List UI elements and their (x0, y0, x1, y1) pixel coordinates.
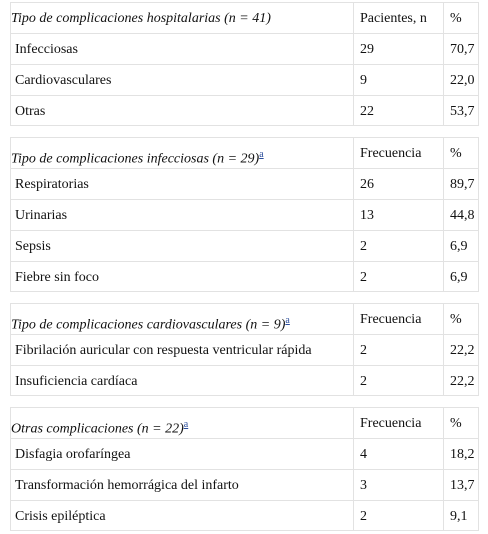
column-header: Pacientes, n (353, 2, 443, 33)
column-header: % (443, 407, 479, 438)
row-value: 9,1 (443, 500, 479, 531)
row-label: Respiratorias (10, 168, 353, 199)
title-text: Tipo de complicaciones infecciosas (n = … (11, 151, 260, 167)
footnote-ref: a (184, 417, 188, 430)
row-label: Crisis epiléptica (10, 500, 353, 531)
section-title: Tipo de complicaciones hospitalarias (n … (10, 2, 353, 33)
row-label: Cardiovasculares (10, 64, 353, 95)
row-value: 6,9 (443, 230, 479, 261)
row-label: Sepsis (10, 230, 353, 261)
footnote-link[interactable]: a (285, 315, 290, 326)
row-value: 22,2 (443, 334, 479, 365)
row-label: Disfagia orofaríngea (10, 438, 353, 469)
row-value: 18,2 (443, 438, 479, 469)
footnote-ref: a (285, 313, 289, 326)
row-value: 22,0 (443, 64, 479, 95)
row-value: 9 (353, 64, 443, 95)
row-value: 89,7 (443, 168, 479, 199)
row-label: Otras (10, 95, 353, 126)
section-title: Tipo de complicaciones infecciosas (n = … (10, 137, 353, 168)
column-header: Frecuencia (353, 303, 443, 334)
row-value: 44,8 (443, 199, 479, 230)
row-label: Urinarias (10, 199, 353, 230)
row-label: Transformación hemorrágica del infarto (10, 469, 353, 500)
row-value: 2 (353, 230, 443, 261)
row-value: 53,7 (443, 95, 479, 126)
column-header: % (443, 2, 479, 33)
row-value: 29 (353, 33, 443, 64)
title-text: Otras complicaciones (n = 22) (11, 421, 184, 437)
row-value: 2 (353, 261, 443, 292)
row-value: 2 (353, 365, 443, 396)
footnote-link[interactable]: a (183, 419, 189, 430)
row-label: Insuficiencia cardíaca (10, 365, 353, 396)
row-label: Fibrilación auricular con respuesta vent… (10, 334, 353, 365)
row-value: 70,7 (443, 33, 479, 64)
row-value: 22,2 (443, 365, 479, 396)
footnote-link[interactable]: a (259, 149, 264, 160)
title-text: Tipo de complicaciones cardiovasculares … (11, 317, 286, 333)
row-value: 4 (353, 438, 443, 469)
section-title: Tipo de complicaciones cardiovasculares … (10, 303, 353, 334)
row-value: 22 (353, 95, 443, 126)
row-value: 26 (353, 168, 443, 199)
row-value: 2 (353, 334, 443, 365)
row-value: 3 (353, 469, 443, 500)
row-value: 2 (353, 500, 443, 531)
column-header: Frecuencia (353, 407, 443, 438)
row-value: 13,7 (443, 469, 479, 500)
row-label: Infecciosas (10, 33, 353, 64)
row-label: Fiebre sin foco (10, 261, 353, 292)
title-text: Tipo de complicaciones hospitalarias (n … (11, 11, 271, 26)
section-title: Otras complicaciones (n = 22)a (10, 407, 353, 438)
footnote-ref: a (259, 147, 263, 160)
row-value: 13 (353, 199, 443, 230)
column-header: % (443, 137, 479, 168)
row-value: 6,9 (443, 261, 479, 292)
column-header: Frecuencia (353, 137, 443, 168)
column-header: % (443, 303, 479, 334)
